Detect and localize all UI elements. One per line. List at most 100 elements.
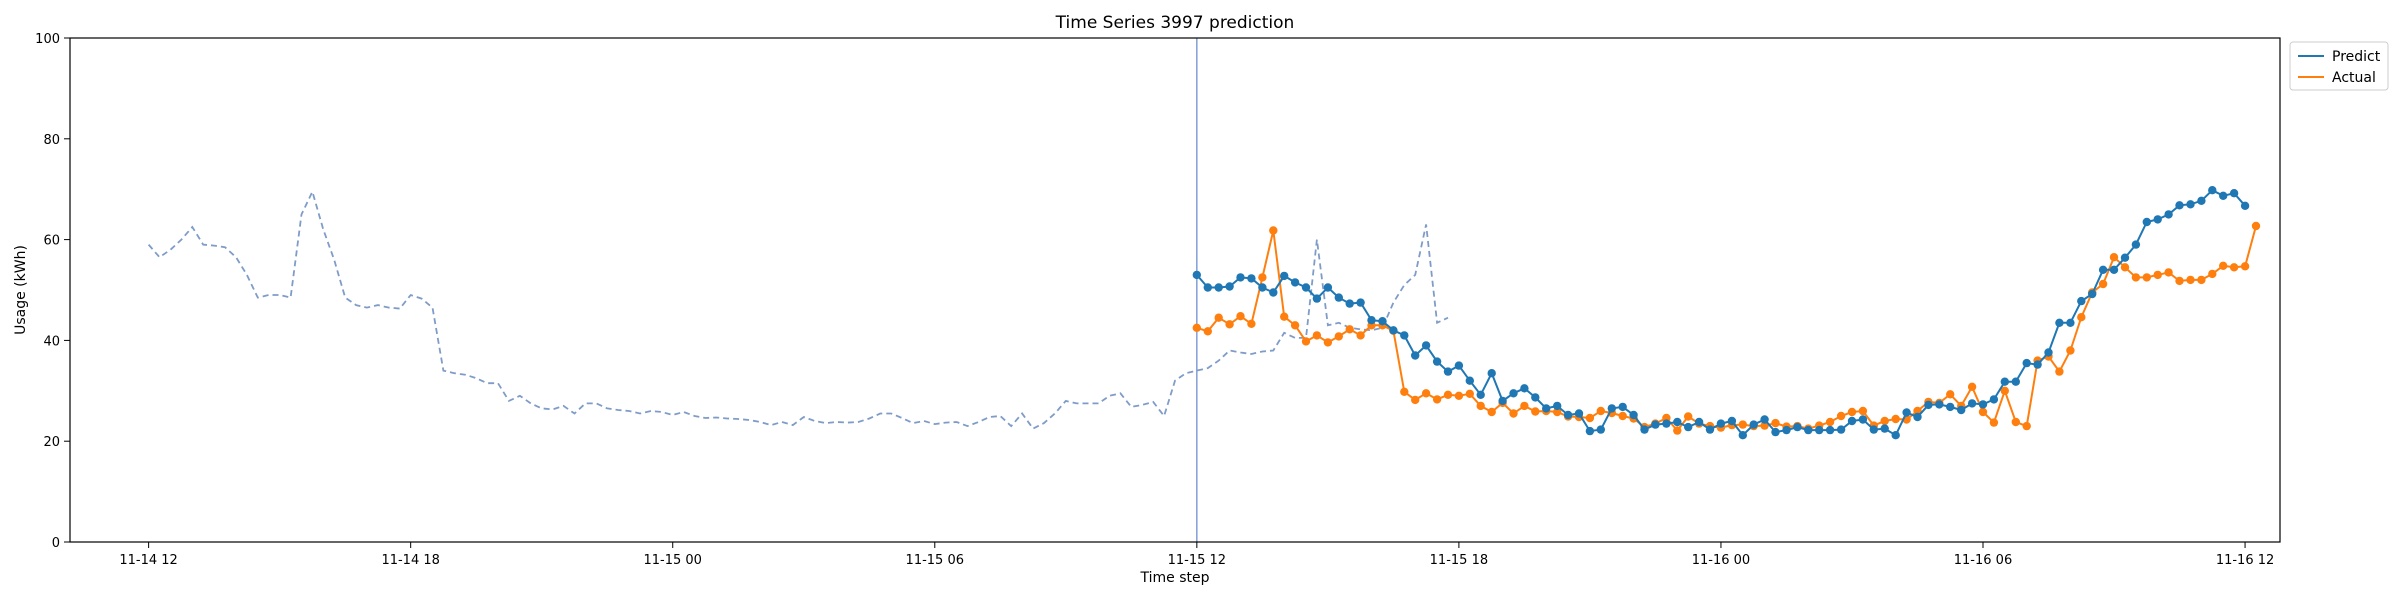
actual-point bbox=[1465, 389, 1475, 398]
actual-point bbox=[1269, 226, 1278, 235]
x-tick-label: 11-14 12 bbox=[119, 553, 177, 568]
actual-point bbox=[1531, 407, 1540, 416]
predict-point bbox=[1825, 425, 1835, 435]
actual-point bbox=[1836, 411, 1846, 421]
actual-point bbox=[1913, 406, 1922, 416]
predict-point bbox=[1356, 298, 1365, 307]
predict-point bbox=[1225, 282, 1234, 291]
actual-point bbox=[1312, 331, 1322, 340]
predict-point bbox=[1280, 271, 1289, 281]
history-line bbox=[147, 189, 1449, 430]
predict-point bbox=[1771, 427, 1780, 437]
actual-point bbox=[2022, 421, 2031, 431]
predict-point bbox=[1607, 404, 1617, 413]
actual-point bbox=[1880, 416, 1889, 426]
predict-point bbox=[1236, 273, 1245, 282]
actual-point bbox=[2131, 273, 2141, 282]
actual-point bbox=[1847, 407, 1857, 417]
actual-point bbox=[1989, 418, 1999, 427]
y-tick-label: 0 bbox=[52, 536, 60, 551]
predict-point bbox=[1804, 425, 1813, 435]
actual-point bbox=[1192, 323, 1202, 332]
actual-point bbox=[1432, 395, 1442, 404]
predict-point bbox=[1815, 425, 1824, 435]
predict-point bbox=[1563, 410, 1573, 420]
predict-point bbox=[1847, 416, 1857, 426]
actual-point bbox=[1258, 273, 1267, 282]
predict-point bbox=[1738, 431, 1748, 440]
predict-point bbox=[1443, 367, 1453, 376]
series-actual bbox=[1192, 221, 2261, 435]
predict-point bbox=[1836, 425, 1846, 434]
predict-point bbox=[1476, 390, 1485, 399]
predict-point bbox=[1421, 341, 1431, 350]
actual-point bbox=[2066, 346, 2075, 355]
predict-point bbox=[1662, 419, 1671, 428]
x-tick-label: 11-15 06 bbox=[906, 553, 964, 568]
x-tick-label: 11-15 18 bbox=[1430, 553, 1488, 568]
actual-point bbox=[1454, 391, 1464, 400]
predict-point bbox=[2088, 289, 2097, 299]
predict-point bbox=[1258, 283, 1267, 292]
predict-point bbox=[1716, 419, 1726, 428]
actual-point bbox=[2109, 253, 2119, 262]
predict-point bbox=[2120, 253, 2130, 262]
predict-point bbox=[2175, 201, 2184, 210]
x-tick-label: 11-16 12 bbox=[2216, 553, 2274, 568]
predict-point bbox=[1673, 417, 1682, 427]
actual-point bbox=[2229, 263, 2239, 272]
actual-point bbox=[1421, 389, 1431, 398]
predict-point bbox=[1574, 409, 1584, 418]
series-predict bbox=[1192, 186, 2250, 440]
predict-point bbox=[1585, 426, 1595, 436]
predict-point bbox=[1301, 283, 1311, 292]
actual-point bbox=[2251, 221, 2261, 231]
predict-point bbox=[1913, 412, 1922, 422]
predict-point bbox=[1967, 399, 1977, 408]
predict-point bbox=[1378, 317, 1387, 326]
actual-point bbox=[1334, 332, 1344, 341]
actual-point bbox=[1673, 426, 1682, 435]
predict-point bbox=[1858, 415, 1868, 424]
predict-point bbox=[1902, 408, 1911, 417]
actual-point bbox=[1509, 409, 1518, 418]
actual-point bbox=[2055, 367, 2064, 376]
actual-point bbox=[1225, 320, 1234, 329]
predict-point bbox=[1454, 361, 1464, 370]
actual-point bbox=[2000, 386, 2010, 395]
predict-point bbox=[1498, 396, 1507, 406]
actual-point bbox=[2077, 313, 2086, 322]
actual-point bbox=[1356, 331, 1365, 340]
actual-point bbox=[1323, 338, 1333, 347]
predict-point bbox=[2153, 215, 2162, 224]
actual-point bbox=[1858, 406, 1868, 416]
chart-title: Time Series 3997 prediction bbox=[1055, 13, 1295, 33]
predict-line bbox=[1196, 188, 2246, 437]
actual-point bbox=[2197, 275, 2206, 285]
actual-point bbox=[2208, 269, 2217, 279]
actual-point bbox=[1553, 407, 1562, 417]
predict-point bbox=[1400, 331, 1409, 340]
predict-point bbox=[1487, 369, 1496, 378]
actual-point bbox=[1400, 387, 1409, 396]
predict-point bbox=[1782, 425, 1791, 435]
predict-point bbox=[2240, 201, 2250, 210]
actual-point bbox=[1891, 414, 1900, 424]
actual-point bbox=[2153, 270, 2162, 280]
predict-point bbox=[1596, 425, 1606, 434]
predict-point bbox=[2066, 318, 2075, 327]
actual-point bbox=[2120, 263, 2130, 272]
predict-point bbox=[1367, 316, 1376, 325]
predict-point bbox=[1214, 283, 1223, 292]
predict-point bbox=[1978, 400, 1988, 409]
predict-point bbox=[1553, 401, 1562, 411]
actual-point bbox=[1684, 412, 1693, 421]
predict-point bbox=[2077, 296, 2086, 306]
predict-point bbox=[1880, 424, 1889, 433]
predict-point bbox=[1694, 417, 1704, 427]
predict-point bbox=[1869, 425, 1879, 434]
predict-point bbox=[2098, 265, 2108, 274]
predict-point bbox=[2208, 186, 2217, 195]
predict-point bbox=[1192, 270, 1202, 280]
